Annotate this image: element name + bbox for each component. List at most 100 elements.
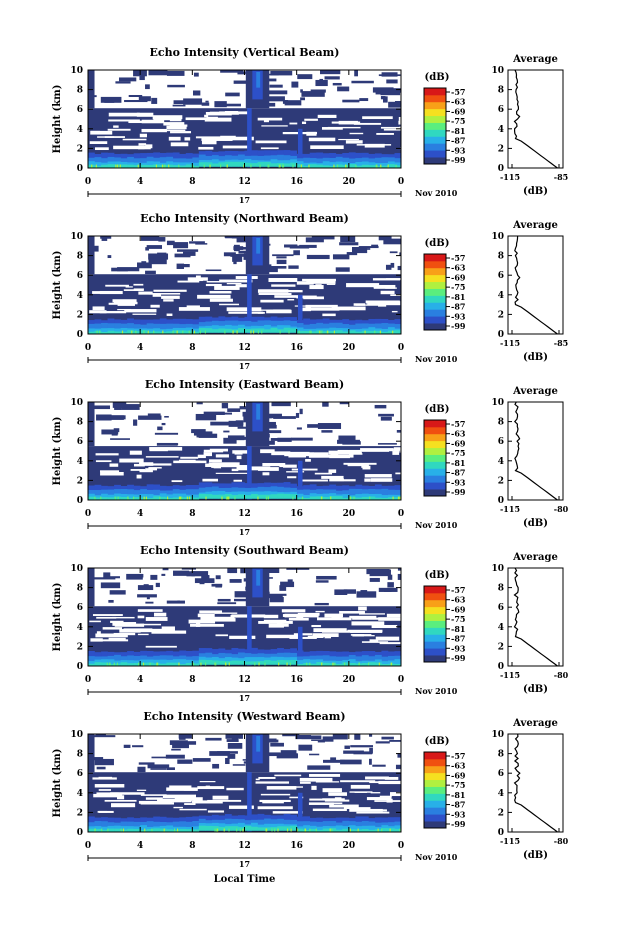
colorbar-swatch [424,606,446,615]
echo-gap [260,299,284,303]
boundary-layer-cell [387,826,395,831]
boundary-layer-cell [159,825,167,831]
boundary-layer-speck [109,662,111,666]
boundary-layer-cell [251,321,258,328]
colorbar-tick-label: -57 [451,419,465,429]
boundary-layer-cell [348,821,356,828]
boundary-layer-cell [127,660,134,665]
echo-gap [139,469,153,473]
panel-title: Echo Intensity (Vertical Beam) [149,46,339,59]
boundary-layer-cell [257,486,265,494]
boundary-layer-cell [361,485,369,491]
colorbar-tick-label: -81 [451,292,465,302]
boundary-layer-cell [355,494,363,499]
boundary-layer-speck [292,496,294,500]
echo-patch [273,416,296,419]
echo-gap [232,450,249,454]
echo-gap [274,774,302,777]
echo-gap [289,122,298,125]
boundary-layer-speck [309,330,311,334]
date-label: Nov 2010 [415,354,458,364]
boundary-layer-speck [304,828,306,832]
boundary-layer-cell [120,662,128,666]
echo-patch [237,71,246,75]
echo-gap [390,294,401,296]
echo-patch [165,754,185,759]
boundary-layer-cell [127,655,134,662]
boundary-layer-cell [88,152,95,159]
echo-patch [138,762,155,765]
boundary-layer-cell [133,826,141,831]
echo-gap [209,448,229,452]
echo-patch [261,430,282,434]
colorbar-swatch [424,758,446,767]
boundary-layer-speck [163,828,165,832]
boundary-layer-cell [101,659,108,665]
boundary-layer-cell [348,486,356,491]
echo-gap [150,304,160,308]
echo-gap [392,451,400,455]
boundary-layer-cell [133,153,141,159]
echo-gap [354,635,375,637]
echo-gap [185,117,218,121]
boundary-layer-cell [361,660,369,665]
boundary-layer-cell [355,816,363,823]
boundary-layer-cell [283,657,291,663]
colorbar-tick-label: -69 [451,438,466,448]
echo-gap [352,617,382,620]
echo-gap [136,112,154,117]
boundary-layer-cell [205,825,213,831]
echo-patch [330,757,337,762]
boundary-layer-cell [198,487,206,494]
echo-gap [100,471,124,476]
echo-patch [297,74,313,80]
boundary-layer-cell [88,157,95,164]
echo-gap [141,119,165,124]
boundary-layer-cell [368,153,376,159]
y-tick-label: 0 [77,828,83,838]
boundary-layer-cell [153,651,161,657]
boundary-layer-cell [114,493,121,499]
echo-gap [350,784,370,789]
boundary-layer-cell [172,659,180,665]
boundary-layer-cell [244,825,252,831]
echo-patch [378,413,394,417]
boundary-layer-cell [394,494,402,499]
echo-gap [148,293,181,295]
boundary-layer-cell [251,826,258,831]
boundary-layer-cell [257,824,265,829]
boundary-layer-cell [361,493,369,499]
storm-column [247,606,252,666]
boundary-layer-speck [114,496,116,500]
boundary-layer-cell [387,164,395,168]
boundary-layer-speck [135,330,137,334]
colorbar-tick-label: -93 [451,477,466,487]
echo-gap [157,798,192,803]
boundary-layer-cell [283,819,291,826]
boundary-layer-cell [277,160,284,165]
boundary-layer-speck [277,828,279,832]
boundary-layer-cell [277,486,284,494]
echo-gap [180,456,199,459]
echo-patch [178,734,192,739]
echo-gap [386,613,401,618]
echo-gap [310,145,344,149]
boundary-layer-cell [283,320,291,328]
echo-patch [346,252,358,256]
boundary-layer-cell [348,488,356,496]
x-tick-label: 12 [238,509,251,519]
colorbar-unit: (dB) [425,570,450,581]
echo-patch [147,413,161,417]
echo-gap [148,467,162,469]
echo-patch [339,402,349,405]
boundary-layer-cell [101,826,108,831]
boundary-layer-cell [277,656,284,663]
echo-patch [264,90,288,95]
boundary-layer-cell [316,486,324,491]
x-tick-label: 20 [343,841,356,851]
boundary-layer-cell [159,651,167,657]
echo-patch [388,101,401,108]
boundary-layer-cell [374,330,382,334]
boundary-layer-cell [224,324,232,331]
